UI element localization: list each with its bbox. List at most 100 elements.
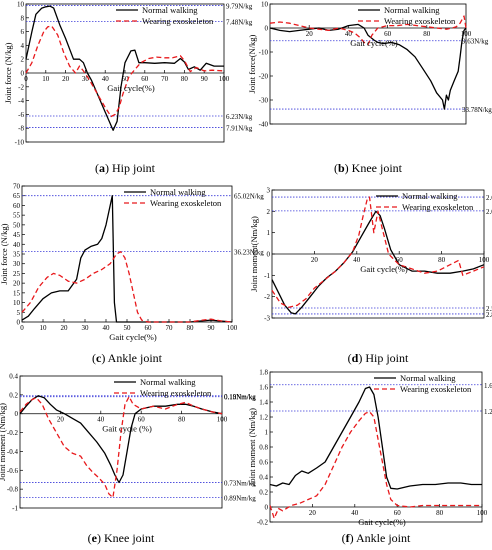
y-tick-label: 1.2 xyxy=(259,414,268,422)
y-tick-label: 0 xyxy=(267,251,271,259)
x-axis-label: Gait cycle(%) xyxy=(109,332,157,342)
y-tick-label: 60 xyxy=(13,202,21,210)
x-axis-label: Gait cycle (%) xyxy=(102,424,152,434)
y-tick-label: 50 xyxy=(13,221,21,229)
y-tick-label: 1.8 xyxy=(259,369,268,377)
x-tick-label: 70 xyxy=(161,75,169,83)
series-line-normal-walking xyxy=(271,210,485,315)
x-axis-label: Gait cycle(%) xyxy=(350,38,398,48)
x-tick-label: 60 xyxy=(394,509,402,517)
reference-label: 0.89Nm/kg xyxy=(224,495,256,503)
y-tick-label: -1 xyxy=(264,272,270,280)
series-line-wearing-exoskeleton xyxy=(19,396,223,499)
legend-label-exo: Wearing exoskeleton xyxy=(400,384,472,394)
series-line-wearing-exoskeleton xyxy=(269,15,467,46)
panel-caption: (f) Ankle joint xyxy=(342,531,411,545)
legend-label-exo: Wearing exoskeleton xyxy=(142,16,214,26)
y-axis-label: Joint moment (Nm/kg) xyxy=(0,403,7,481)
legend-label-normal: Normal walking xyxy=(384,5,440,15)
x-tick-label: 100 xyxy=(227,324,238,332)
y-axis-label: Joint moment(Nm/kg) xyxy=(249,216,259,292)
y-tick-label: -3 xyxy=(264,315,270,323)
y-tick-label: 0.4 xyxy=(9,373,18,381)
reference-label: 0.18Nm/kg xyxy=(224,394,256,402)
legend-label-exo: Wearing exoskeleton xyxy=(150,198,222,208)
y-tick-label: -0.4 xyxy=(7,448,19,456)
panel-caption: (c) Ankle joint xyxy=(92,351,163,365)
x-tick-label: 60 xyxy=(396,256,404,264)
legend-label-exo: Wearing exoskeleton xyxy=(384,16,456,26)
x-tick-label: 80 xyxy=(438,256,446,264)
x-tick-label: 100 xyxy=(217,416,228,424)
y-tick-label: 55 xyxy=(13,212,21,220)
y-tick-label: 1 xyxy=(267,229,271,237)
y-tick-label: 3 xyxy=(267,187,271,195)
legend-label-exo: Wearing exoskeleton xyxy=(140,388,212,398)
x-tick-label: 90 xyxy=(201,75,209,83)
series-line-wearing-exoskeleton xyxy=(21,251,233,323)
reference-label: 2.53Nm/kg xyxy=(486,305,492,313)
reference-label: 33.78N/kg xyxy=(462,106,492,114)
y-tick-label: 10 xyxy=(13,299,21,307)
reference-label: 2.02Nm/kg xyxy=(486,208,492,216)
x-axis-label: Gait cycle(%) xyxy=(360,264,408,274)
x-tick-label: 60 xyxy=(138,416,146,424)
reference-label: 1.63Nm/kg xyxy=(484,382,492,390)
panel-f: -0.2 0 0.2 0.4 0.6 0.8 1 1.2 1.4 1.6 1.8 20 40 60 80 10… xyxy=(247,369,492,546)
y-tick-label: 1.6 xyxy=(259,384,268,392)
y-tick-label: -0.2 xyxy=(7,429,19,437)
x-tick-label: 20 xyxy=(306,30,314,38)
series-line-normal-walking xyxy=(25,5,224,131)
reference-label: 65.02N/kg xyxy=(234,193,264,201)
series-line-wearing-exoskeleton xyxy=(25,25,225,118)
y-axis-label: Joint moment (Nm/kg) xyxy=(247,408,257,486)
y-tick-label: 0 xyxy=(21,70,25,78)
x-tick-label: 80 xyxy=(178,416,186,424)
x-tick-label: 10 xyxy=(40,324,48,332)
reference-label: 9.63N/kg xyxy=(462,38,489,46)
x-axis-label: Gait cycle(%) xyxy=(358,517,406,527)
x-tick-label: 10 xyxy=(42,75,50,83)
legend-label-exo: Wearing exoskeleton xyxy=(402,202,474,212)
y-tick-label: -1 xyxy=(12,505,18,513)
y-axis-label: Joint force (N/kg) xyxy=(3,42,13,103)
y-tick-label: 40 xyxy=(13,241,21,249)
series-line-wearing-exoskeleton xyxy=(271,196,485,308)
reference-label: 36.23N/kg xyxy=(234,249,264,257)
reference-label: 9.79N/kg xyxy=(226,2,253,10)
x-tick-label: 100 xyxy=(461,30,472,38)
y-tick-label: 35 xyxy=(13,251,21,259)
y-tick-label: -2 xyxy=(264,293,270,301)
panel-caption: (e) Knee joint xyxy=(88,531,155,545)
y-tick-label: -10 xyxy=(259,49,269,57)
x-tick-label: 100 xyxy=(477,509,488,517)
plot-frame xyxy=(19,375,223,509)
y-tick-label: 0.4 xyxy=(259,474,268,482)
x-tick-label: 20 xyxy=(57,416,65,424)
series-line-wearing-exoskeleton xyxy=(269,411,482,519)
y-tick-label: 25 xyxy=(13,270,21,278)
y-tick-label: -2 xyxy=(18,83,24,91)
y-tick-label: 20 xyxy=(13,280,21,288)
plot-frame xyxy=(269,3,467,125)
y-tick-label: -4 xyxy=(18,97,24,105)
y-tick-label: 0 xyxy=(265,504,269,512)
x-tick-label: 100 xyxy=(219,75,230,83)
x-tick-label: 40 xyxy=(351,509,359,517)
panel-caption: (a) Hip joint xyxy=(95,161,156,175)
reference-label: 7.48N/kg xyxy=(226,18,253,26)
y-axis-label: Joint force(N/kg) xyxy=(247,34,257,93)
x-tick-label: 50 xyxy=(124,324,132,332)
reference-label: 0.73Nm/kg xyxy=(224,480,256,488)
x-tick-label: 30 xyxy=(82,75,90,83)
reference-label: 2.81Nm/kg xyxy=(486,311,492,319)
y-tick-label: 1.4 xyxy=(259,399,268,407)
x-tick-label: 80 xyxy=(181,75,189,83)
plot-frame xyxy=(269,371,483,523)
series-line-normal-walking xyxy=(19,395,223,484)
x-tick-label: 40 xyxy=(102,75,110,83)
y-tick-label: -20 xyxy=(259,73,269,81)
